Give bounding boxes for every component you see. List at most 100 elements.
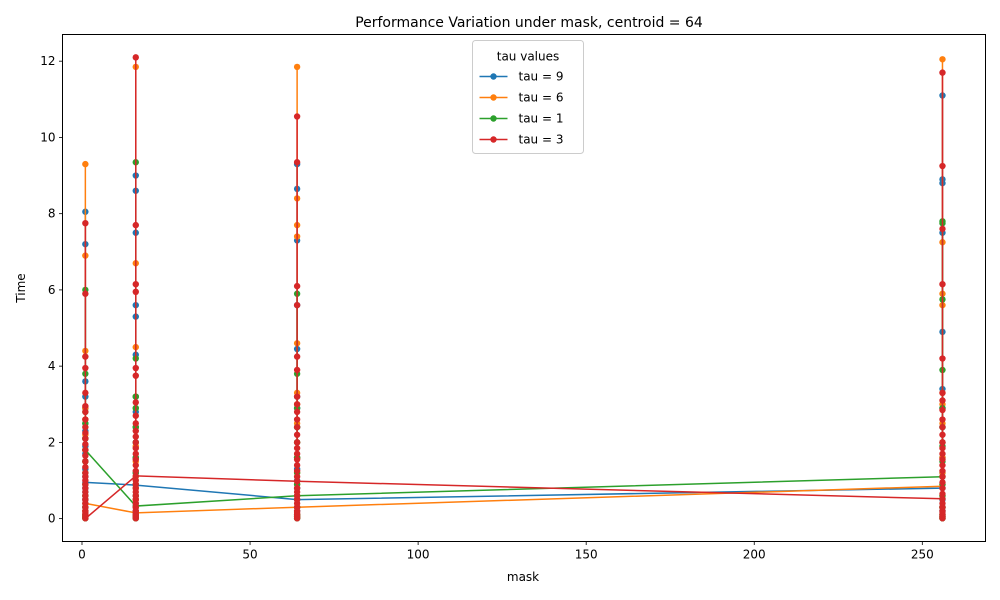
data-point [82,441,89,448]
data-point [293,423,301,431]
data-point [82,353,89,360]
data-point [939,450,946,458]
legend-entry: tau = 9 [479,70,563,84]
data-point [939,484,946,492]
data-point [939,462,946,469]
data-point [939,355,946,362]
data-point [82,408,89,416]
data-point [132,427,139,435]
data-point [293,473,301,480]
data-point [939,56,946,63]
data-point [293,431,301,438]
data-point [82,458,89,465]
data-point [82,160,89,168]
y-tick-label: 12 [40,54,55,68]
data-point [132,221,139,229]
x-tick-label: 100 [407,548,430,562]
data-point [82,446,89,454]
legend-marker [490,73,497,80]
data-point [293,282,301,290]
data-point [293,366,301,374]
data-point [939,500,946,507]
data-point [82,423,89,431]
legend: tau values tau = 9 tau = 6 tau = 1 tau = 3 [472,40,584,154]
x-tick-label: 50 [242,548,257,562]
data-point [132,477,139,484]
data-point [939,439,946,446]
data-point [939,69,946,76]
data-point [293,450,301,458]
data-point [82,435,89,442]
data-point [939,389,946,397]
y-tick-label: 4 [48,359,56,373]
data-point [939,280,946,288]
data-point [293,401,301,408]
data-point [82,416,89,423]
chart-title: Performance Variation under mask, centro… [355,15,703,31]
data-point [132,450,139,458]
data-point [82,402,89,410]
data-point [293,159,301,166]
legend-label: tau = 6 [519,91,564,105]
x-tick-label: 0 [78,548,86,562]
data-point [132,280,139,288]
data-point [939,162,946,170]
legend-label: tau = 1 [519,112,564,126]
x-tick-label: 250 [911,548,934,562]
legend-marker [490,94,497,101]
data-point [82,469,89,477]
plot-frame [62,34,986,542]
y-tick-label: 10 [40,130,55,144]
x-axis-label: mask [507,570,539,584]
data-point [939,456,946,463]
x-tick-label: 200 [743,548,766,562]
legend-label: tau = 3 [519,133,564,147]
legend-entry: tau = 1 [479,112,564,126]
axes: 0 50 100 150 200 250 0 2 4 6 8 10 12 [40,34,986,562]
data-point [82,452,89,459]
legend-entry: tau = 3 [479,133,564,147]
data-point [293,467,301,475]
data-point [293,353,301,360]
legend-title: tau values [497,50,560,64]
data-point [939,473,946,480]
data-point [939,416,946,423]
y-tick-label: 2 [48,435,56,449]
data-point [293,456,301,463]
data-point [132,288,139,296]
legend-box [472,40,584,154]
series-line [85,481,943,501]
data-point [939,406,946,414]
data-point [293,408,301,416]
data-point [82,290,89,297]
legend-entry: tau = 6 [479,91,564,105]
data-point [132,456,139,463]
data-point [132,54,139,61]
series-line [84,449,943,507]
data-point [132,399,139,406]
legend-marker [490,115,497,122]
data-point [293,301,301,309]
data-point [82,429,89,437]
data-point [293,63,301,71]
series-line [85,485,943,514]
series-3 [82,54,946,522]
data-point [939,423,946,431]
data-point [939,490,946,498]
data-point [132,467,139,475]
data-point [132,444,139,452]
data-point [293,416,301,423]
plot-area [82,54,946,522]
data-point [293,444,301,452]
data-point [293,393,301,400]
data-point [132,372,139,379]
data-point [939,431,946,438]
data-point [939,397,946,404]
data-point [939,225,946,233]
series-line [84,475,943,520]
data-point [293,439,301,446]
data-point [293,113,301,120]
data-point [132,364,139,372]
y-tick-label: 6 [48,283,56,297]
